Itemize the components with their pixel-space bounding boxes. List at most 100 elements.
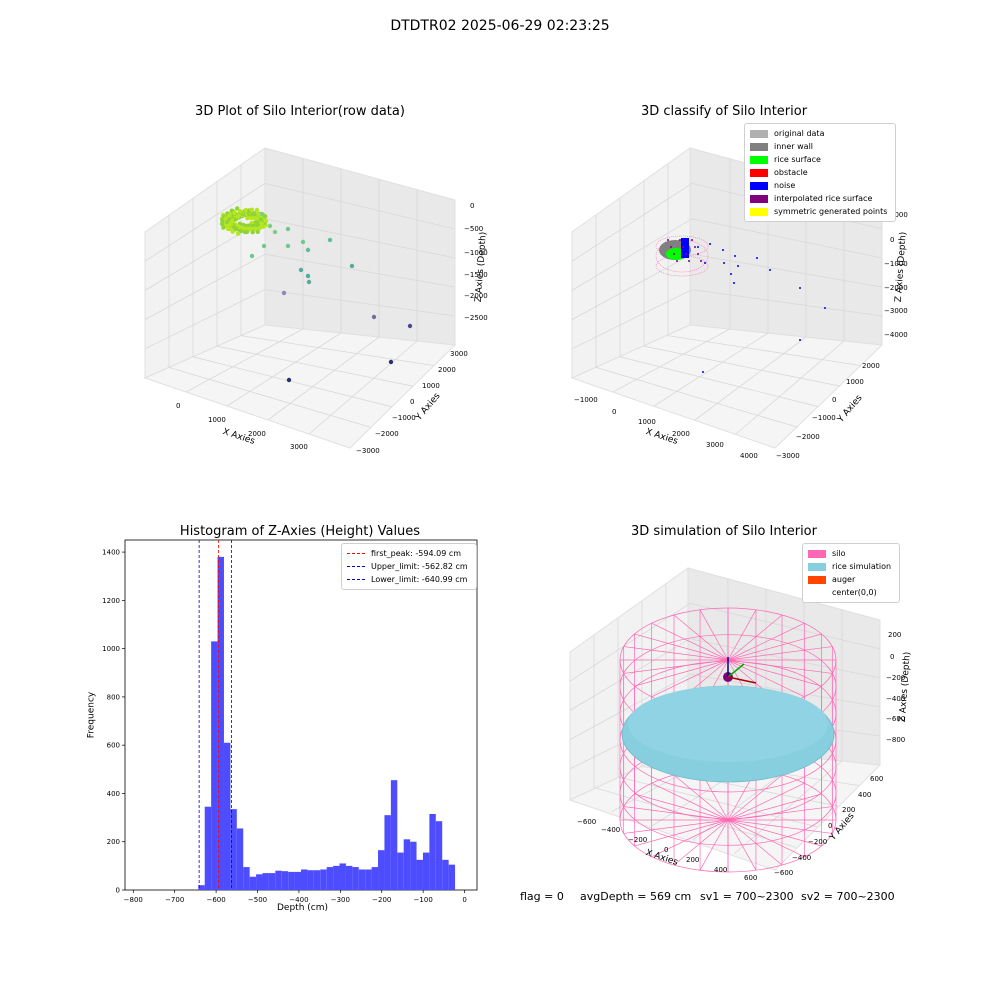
histogram-ylabel: Frequency xyxy=(86,691,97,739)
p1-ytick-0: 3000 xyxy=(450,350,468,358)
histogram-bar xyxy=(410,841,417,890)
histogram-bar xyxy=(288,871,295,890)
p2-legend-item: inner wall xyxy=(750,140,890,153)
p4-xtick-3: 0 xyxy=(664,846,669,854)
p2-legend-item: obstacle xyxy=(750,166,890,179)
status-avg-depth: avgDepth = 569 cm xyxy=(580,890,692,903)
p2-xtick-2: 1000 xyxy=(638,418,656,426)
p4-ytick-3: 0 xyxy=(828,822,833,830)
status-sv2: sv2 = 700~2300 xyxy=(801,890,895,903)
histogram-bar xyxy=(345,865,353,890)
histogram-bar xyxy=(333,865,340,890)
p2-xtick-0: −1000 xyxy=(574,396,598,404)
p1-ztick-3: −1500 xyxy=(464,271,488,279)
p4-legend-item: auger xyxy=(808,573,894,586)
histogram-frame xyxy=(124,539,478,891)
histogram-bar xyxy=(390,780,398,890)
figure-title: DTDTR02 2025-06-29 02:23:25 xyxy=(390,18,610,34)
histogram-bar xyxy=(204,806,212,890)
panel2-title: 3D classify of Silo Interior xyxy=(640,104,808,119)
p2-legend-swatch xyxy=(750,129,768,138)
histogram-xtick-label: −800 xyxy=(124,896,143,904)
p1-ztick-4: −2000 xyxy=(464,292,488,300)
p4-ytick-0: 600 xyxy=(870,775,884,783)
p2-ztick-1: 0 xyxy=(890,236,895,244)
p4-ztick-2: −200 xyxy=(886,674,906,682)
p2-ytick-5: −3000 xyxy=(776,452,800,460)
p4-legend-swatch xyxy=(808,575,826,584)
p2-legend-label: noise xyxy=(774,181,796,190)
histogram-bar xyxy=(320,869,327,890)
p4-legend-label: center(0,0) xyxy=(832,588,877,597)
p4-ztick-4: −600 xyxy=(886,715,906,723)
p4-ytick-2: 200 xyxy=(842,806,856,814)
histogram-xtick-label: −300 xyxy=(331,896,350,904)
p2-xtick-3: 2000 xyxy=(672,430,690,438)
histogram-ytick-label: 1200 xyxy=(102,597,120,605)
p1-ztick-0: 0 xyxy=(470,202,475,210)
hist-legend-line xyxy=(347,566,365,567)
p2-xtick-1: 0 xyxy=(612,408,617,416)
p1-ytick-1: 2000 xyxy=(438,366,456,374)
p2-xtick-4: 3000 xyxy=(706,441,724,449)
histogram-bar xyxy=(230,809,237,890)
p2-ytick-1: 1000 xyxy=(846,378,864,386)
p4-xtick-0: −600 xyxy=(577,818,597,826)
p2-legend-swatch xyxy=(750,181,768,190)
p1-xtick-3: 3000 xyxy=(290,443,308,451)
histogram-xtick-label: −200 xyxy=(372,896,391,904)
histogram-bar xyxy=(217,556,224,890)
histogram-bar xyxy=(448,864,456,890)
p4-legend-item: center(0,0) xyxy=(808,586,894,599)
histogram-xlabel: Depth (cm) xyxy=(277,903,329,913)
p4-ztick-1: 0 xyxy=(890,653,895,661)
histogram-ytick-label: 1000 xyxy=(102,645,120,653)
p1-ztick-1: −500 xyxy=(464,225,484,233)
p2-legend-item: noise xyxy=(750,179,890,192)
p4-legend-swatch xyxy=(808,549,826,558)
histogram-bar xyxy=(384,815,391,890)
p1-xtick-2: 2000 xyxy=(248,430,266,438)
p2-legend-swatch xyxy=(750,142,768,151)
p4-ztick-5: −800 xyxy=(886,736,906,744)
histogram-bar xyxy=(365,869,372,890)
p2-legend-label: symmetric generated points xyxy=(774,207,888,216)
p2-legend-item: symmetric generated points xyxy=(750,205,890,218)
p2-ytick-3: −1000 xyxy=(812,414,836,422)
status-flag: flag = 0 xyxy=(520,890,564,903)
histogram-xtick-label: 0 xyxy=(462,896,466,904)
p2-ytick-2: 0 xyxy=(832,396,837,404)
p4-ytick-1: 400 xyxy=(858,791,872,799)
histogram-bar xyxy=(378,850,385,890)
p2-legend-item: original data xyxy=(750,127,890,140)
hist-legend-item: first_peak: -594.09 cm xyxy=(347,547,471,560)
hist-legend-label: first_peak: -594.09 cm xyxy=(371,549,462,558)
panel3-title: Histogram of Z-Axies (Height) Values xyxy=(179,524,421,539)
hist-legend-line xyxy=(347,553,365,554)
histogram-bar xyxy=(268,873,276,890)
histogram-xtick-label: −400 xyxy=(289,896,308,904)
histogram-bar xyxy=(313,870,321,890)
p2-legend-label: interpolated rice surface xyxy=(774,194,873,203)
p2-legend-label: inner wall xyxy=(774,142,814,151)
histogram-bar xyxy=(442,859,449,890)
p2-legend-label: rice surface xyxy=(774,155,821,164)
p4-legend-item: silo xyxy=(808,547,894,560)
histogram-bar xyxy=(403,839,411,890)
p2-legend-item: rice surface xyxy=(750,153,890,166)
hist-legend-line xyxy=(347,579,365,580)
histogram-legend: first_peak: -594.09 cm Upper_limit: -562… xyxy=(341,543,477,590)
histogram-bar xyxy=(301,869,308,890)
hist-legend-label: Upper_limit: -562.82 cm xyxy=(371,562,468,571)
p4-xtick-1: −400 xyxy=(601,826,621,834)
histogram-bar xyxy=(326,867,334,890)
histogram-bar xyxy=(429,813,436,890)
hist-legend-item: Upper_limit: -562.82 cm xyxy=(347,560,471,573)
p2-legend-label: original data xyxy=(774,129,825,138)
p2-legend-swatch xyxy=(750,194,768,203)
histogram-bar xyxy=(307,870,314,890)
p4-xtick-6: 600 xyxy=(744,874,758,882)
p4-legend-swatch xyxy=(808,562,826,571)
histogram-bar xyxy=(352,867,359,890)
